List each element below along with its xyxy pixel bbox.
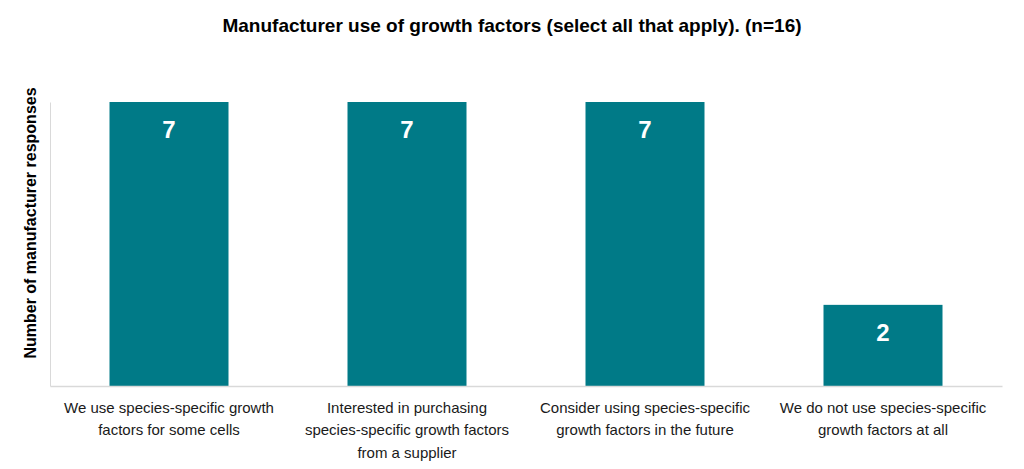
x-tick: We do not use species-specific growth fac… (780, 386, 987, 438)
data-label: 7 (400, 116, 413, 143)
y-axis-title: Number of manufacturer responses (22, 87, 39, 358)
chart-root: Manufacturer use of growth factors (sele… (0, 0, 1024, 469)
bar (110, 102, 229, 386)
bar (348, 102, 467, 386)
data-label: 7 (162, 116, 175, 143)
x-tick-label: Consider using species-specific growth fa… (540, 399, 751, 439)
x-tick-label: We use species-specific growth factors fo… (64, 399, 274, 439)
bar (586, 102, 705, 386)
x-tick-label-line: We do not use species-specific (780, 399, 987, 416)
x-tick: Consider using species-specific growth fa… (540, 386, 751, 438)
data-label: 7 (638, 116, 651, 143)
x-tick: We use species-specific growth factors fo… (64, 386, 274, 438)
data-labels: 7 7 7 2 (162, 116, 889, 346)
x-axis: We use species-specific growth factors fo… (51, 386, 1003, 461)
x-axis-line (51, 386, 1003, 388)
bar (824, 305, 943, 386)
bars (110, 102, 943, 386)
x-tick: Interested in purchasing species-specific… (305, 386, 509, 461)
x-tick-label: Interested in purchasing species-specific… (305, 399, 509, 461)
x-tick-label-line: species-specific growth factors (305, 421, 509, 438)
x-tick-label-line: Consider using species-specific (540, 399, 751, 416)
y-axis (50, 103, 51, 387)
x-tick-label-line: growth factors at all (818, 421, 948, 438)
y-axis-line (50, 103, 51, 387)
chart-title: Manufacturer use of growth factors (sele… (222, 15, 801, 36)
data-label: 2 (876, 319, 889, 346)
x-tick-label-line: growth factors in the future (556, 421, 734, 438)
x-tick-label-line: We use species-specific growth (64, 399, 274, 416)
x-tick-label-line: from a supplier (357, 444, 456, 461)
x-tick-label: We do not use species-specific growth fac… (780, 399, 987, 439)
x-tick-label-line: Interested in purchasing (327, 399, 487, 416)
x-tick-label-line: factors for some cells (98, 421, 240, 438)
